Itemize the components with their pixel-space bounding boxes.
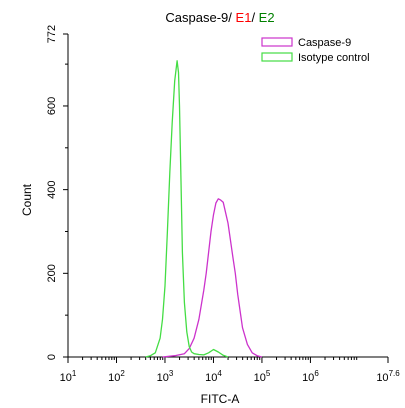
y-tick-label: 200: [46, 264, 58, 282]
legend-label: Isotype control: [298, 52, 370, 64]
title-part: /: [228, 10, 235, 25]
y-tick-label: 600: [46, 97, 58, 115]
x-tick-label: 101: [60, 369, 77, 384]
x-tick-label: 104: [205, 369, 222, 384]
y-tick-label: 0: [46, 354, 58, 360]
title-part: /: [251, 10, 258, 25]
legend-label: Caspase-9: [298, 37, 351, 49]
y-tick-label: 772: [46, 25, 58, 43]
title-part: Caspase-9: [165, 10, 228, 25]
title-part: E1: [236, 10, 252, 25]
chart-title: Caspase-9/ E1/ E2: [165, 10, 274, 25]
legend: Caspase-9 Isotype control: [261, 37, 370, 64]
x-axis-label: FITC-A: [201, 392, 240, 406]
series-layer: [145, 60, 263, 358]
x-axis: 101 102 103 104 105 106 107.6: [60, 356, 400, 384]
series-line-2: [145, 60, 229, 358]
legend-swatch: [261, 37, 293, 47]
x-tick-label: 107.6: [376, 369, 400, 384]
y-axis: 0 200 400 600 772: [46, 25, 69, 360]
series-line-1: [162, 198, 263, 358]
x-tick-label: 105: [254, 369, 271, 384]
y-tick-label: 400: [46, 180, 58, 198]
x-tick-label: 103: [157, 369, 174, 384]
title-part: E2: [259, 10, 275, 25]
y-axis-label: Count: [20, 183, 34, 216]
x-tick-label: 102: [108, 369, 125, 384]
x-tick-label: 106: [302, 369, 319, 384]
legend-swatch: [261, 52, 293, 62]
